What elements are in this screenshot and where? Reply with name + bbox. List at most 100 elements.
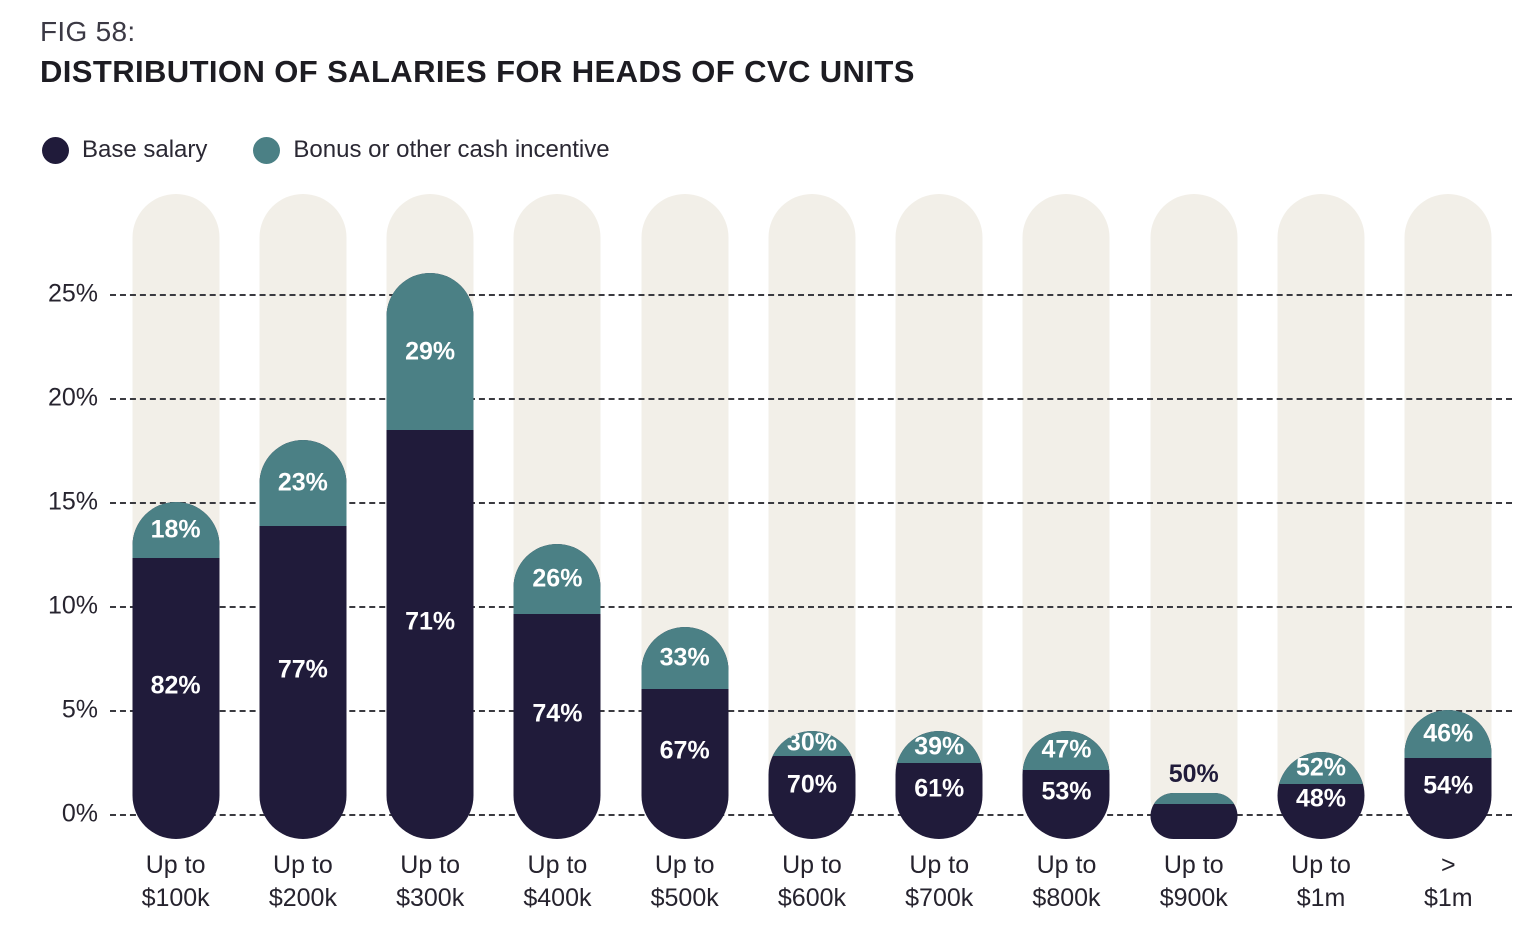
x-tick-label: Up to $200k (239, 849, 366, 915)
bar-slot: 47% 53% (1003, 194, 1130, 839)
x-tick-line2: $100k (141, 884, 210, 912)
bar-layer: 18% 82% 23% 77% 29% 71% 26% 74% 33% 67% 30% 70% 39% 6… (112, 194, 1512, 839)
gridline-20% (110, 398, 1512, 400)
bar-slot: 23% 77% (239, 194, 366, 839)
x-tick-line1: Up to (400, 851, 461, 879)
gridline-5% (110, 710, 1512, 712)
x-tick-label: Up to $500k (621, 849, 748, 915)
gridline-15% (110, 502, 1512, 504)
bonus-segment (386, 273, 474, 431)
base-share-label: 70% (786, 770, 837, 799)
stacked-bar: 46% 54% (1404, 710, 1492, 839)
x-tick-label: > $1m (1385, 849, 1512, 915)
y-tick-label: 25% (47, 279, 98, 308)
figure-header: FIG 58: DISTRIBUTION OF SALARIES FOR HEA… (40, 16, 1536, 90)
y-tick-label: 20% (47, 383, 98, 412)
base-share-label: 71% (405, 607, 456, 636)
bar-slot: 29% 71% (367, 194, 494, 839)
x-tick-label: Up to $300k (367, 849, 494, 915)
y-tick-label: 5% (61, 695, 98, 724)
stacked-bar: 23% 77% (259, 439, 347, 839)
bar-slot: 33% 67% (621, 194, 748, 839)
bar-slot: 52% 48% (1257, 194, 1384, 839)
bar-slot: 30% 70% (748, 194, 875, 839)
x-tick-label: Up to $900k (1130, 849, 1257, 915)
base-share-label: 74% (532, 699, 583, 728)
x-tick-line1: Up to (1163, 851, 1224, 879)
figure-number: FIG 58: (40, 16, 136, 47)
base-share-label: 53% (1041, 777, 1092, 806)
stacked-bar: 47% 53% (1022, 730, 1110, 839)
base-share-label: 50% (1168, 760, 1219, 789)
x-tick-line2: $300k (396, 884, 465, 912)
bar-slot: 50% (1130, 194, 1257, 839)
x-tick-line1: Up to (1291, 851, 1351, 879)
bonus-share-label: 29% (405, 337, 456, 366)
bonus-segment (132, 502, 220, 559)
x-tick-line2: $600k (777, 884, 847, 912)
stacked-bar: 26% 74% (513, 543, 601, 839)
legend-label-base-salary: Base salary (82, 136, 208, 163)
x-tick-line2: $400k (523, 884, 592, 912)
bar-slot: 46% 54% (1385, 194, 1512, 839)
legend-label-bonus: Bonus or other cash incentive (293, 136, 610, 163)
stacked-bar (1150, 793, 1238, 839)
base-share-label: 48% (1295, 784, 1347, 813)
stacked-bar: 18% 82% (132, 502, 220, 839)
x-tick-line2: $800k (1032, 884, 1101, 912)
salary-distribution-chart: 18% 82% 23% 77% 29% 71% 26% 74% 33% 67% 30% 70% 39% 6… (0, 194, 1536, 915)
x-tick-label: Up to $1m (1257, 849, 1384, 915)
legend: Base salary Bonus or other cash incentiv… (42, 136, 1536, 164)
bar-track (1277, 194, 1365, 839)
stacked-bar: 39% 61% (895, 730, 983, 839)
x-tick-line1: > (1440, 851, 1456, 879)
x-tick-line2: $200k (268, 884, 337, 912)
bonus-share-label: 46% (1423, 719, 1474, 748)
bonus-share-label: 52% (1295, 753, 1347, 782)
y-tick-label: 0% (61, 799, 98, 828)
bonus-share-label: 30% (786, 730, 837, 757)
bonus-share-label: 47% (1041, 735, 1092, 764)
x-tick-label: Up to $800k (1003, 849, 1130, 915)
track-slot (1130, 194, 1257, 839)
legend-item-base-salary: Base salary (42, 136, 207, 164)
x-tick-line1: Up to (273, 851, 333, 879)
x-tick-line1: Up to (1036, 851, 1097, 879)
bonus-segment (641, 626, 729, 689)
x-tick-line2: $500k (650, 884, 719, 912)
x-tick-line1: Up to (782, 851, 842, 879)
x-tick-label: Up to $400k (494, 849, 621, 915)
bonus-share-label: 23% (277, 468, 328, 497)
x-tick-label: Up to $600k (748, 849, 875, 915)
x-axis: Up to $100k Up to $200k Up to $300k Up to $400k… (112, 849, 1512, 915)
bonus-swatch (253, 136, 281, 164)
plot-area: 18% 82% 23% 77% 29% 71% 26% 74% 33% 67% 30% 70% 39% 6… (110, 194, 1512, 839)
bonus-share-label: 18% (150, 515, 201, 544)
stacked-bar: 52% 48% (1277, 751, 1365, 839)
bonus-segment (895, 730, 983, 764)
bonus-segment (259, 439, 347, 526)
x-tick-line2: $1m (1296, 884, 1346, 912)
base-share-label: 61% (914, 774, 965, 803)
x-tick-label: Up to $100k (112, 849, 239, 915)
base-salary-swatch (42, 136, 69, 164)
stacked-bar: 30% 70% (768, 730, 856, 839)
stacked-bar: 33% 67% (641, 626, 729, 839)
x-tick-label: Up to $700k (876, 849, 1003, 915)
bonus-segment (1150, 793, 1238, 804)
x-tick-line2: $700k (905, 884, 974, 912)
bar-slot: 26% 74% (494, 194, 621, 839)
bar-slot: 39% 61% (876, 194, 1003, 839)
figure-title: DISTRIBUTION OF SALARIES FOR HEADS OF CV… (40, 54, 915, 89)
bonus-segment (1277, 751, 1365, 785)
y-tick-label: 10% (47, 591, 98, 620)
bonus-share-label: 39% (914, 732, 965, 761)
base-share-label: 54% (1423, 771, 1474, 800)
bonus-segment (513, 543, 601, 614)
track-slot (1257, 194, 1384, 839)
base-share-label: 77% (277, 655, 328, 684)
bonus-segment (1022, 730, 1110, 770)
bonus-share-label: 26% (532, 564, 583, 593)
x-tick-line2: $900k (1159, 884, 1228, 912)
gridline-25% (110, 294, 1512, 296)
